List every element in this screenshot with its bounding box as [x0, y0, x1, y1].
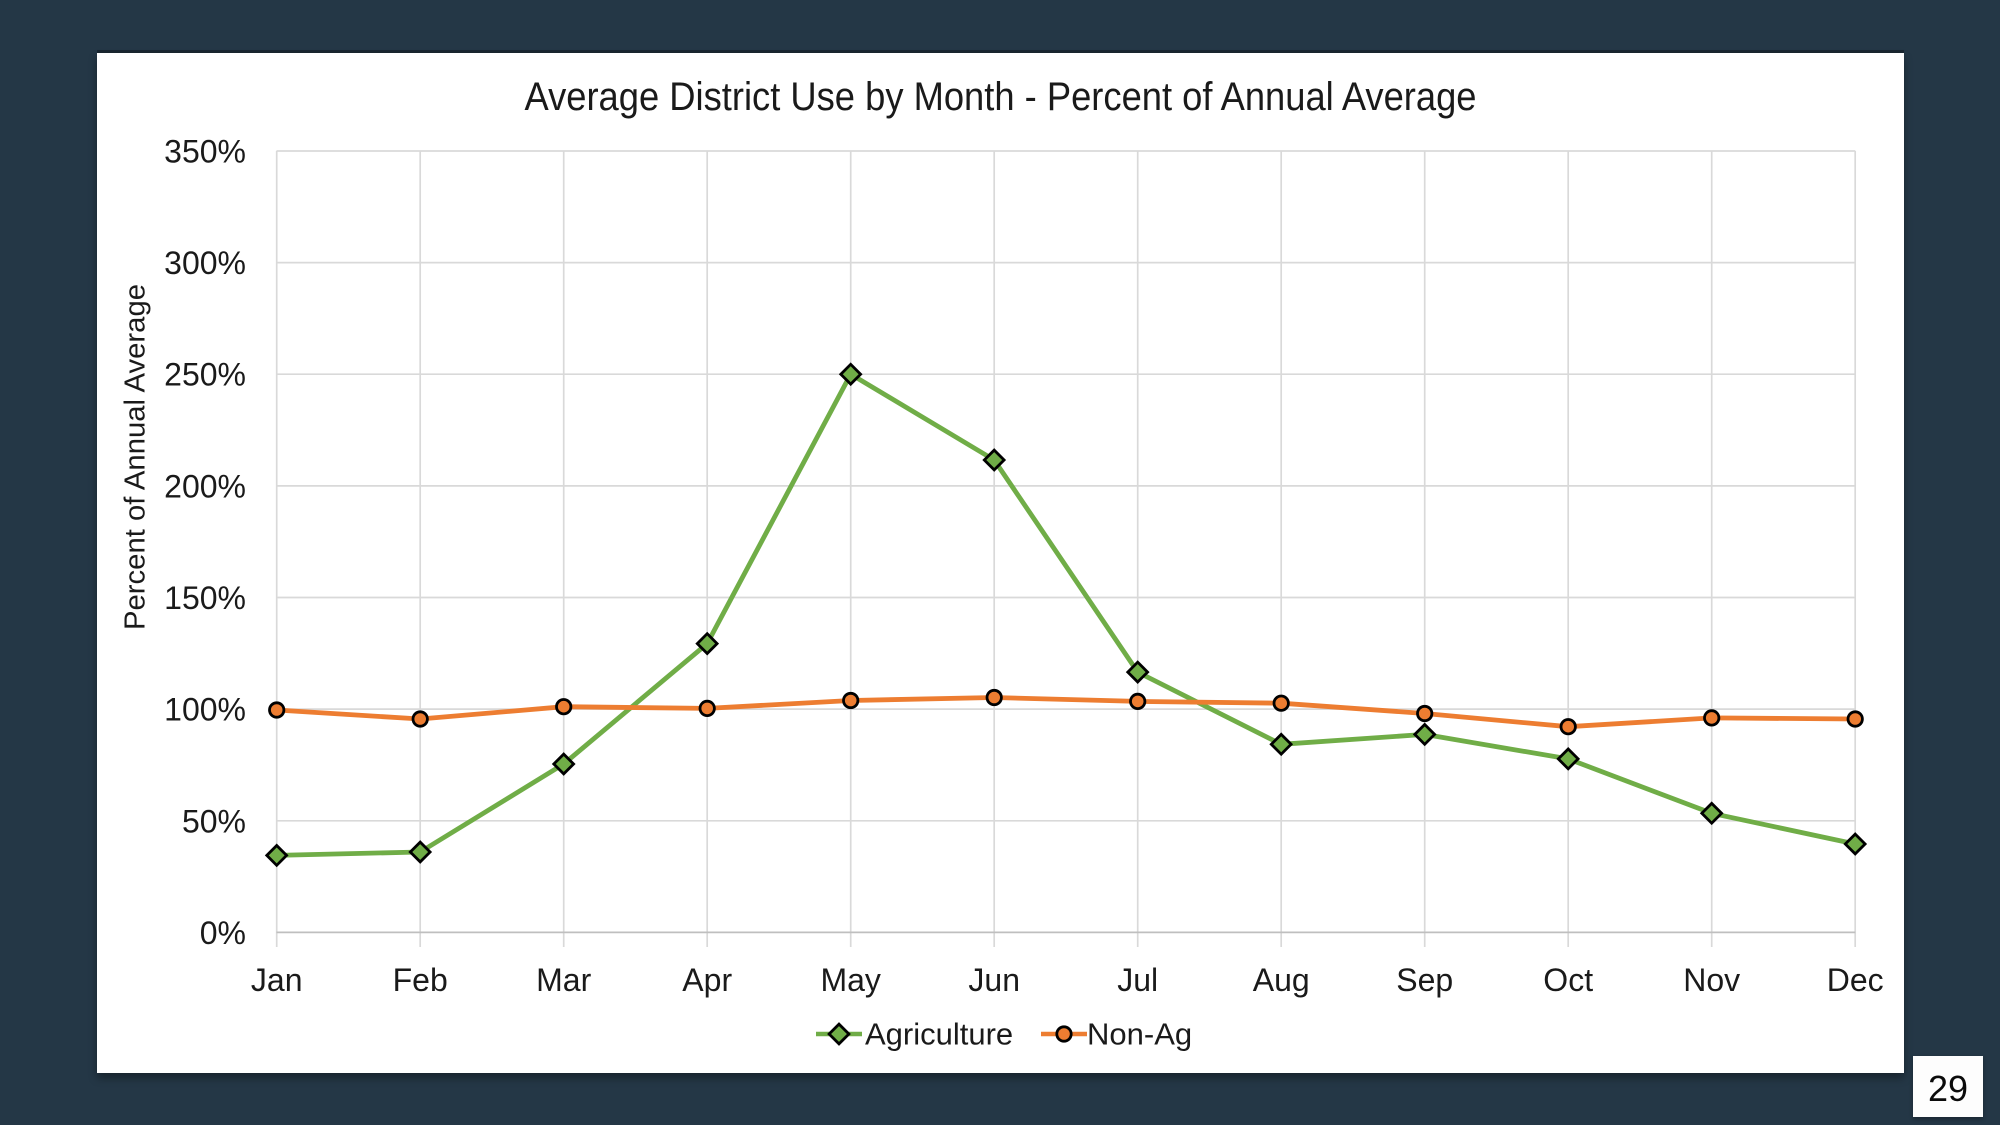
svg-text:Sep: Sep	[1396, 962, 1453, 998]
svg-text:Percent of Annual Average: Percent of Annual Average	[120, 284, 152, 630]
svg-text:100%: 100%	[164, 692, 246, 728]
svg-text:350%: 350%	[164, 134, 246, 170]
svg-text:Jan: Jan	[251, 962, 303, 998]
svg-text:Nov: Nov	[1683, 962, 1740, 998]
svg-text:May: May	[820, 962, 880, 998]
svg-text:Mar: Mar	[536, 962, 591, 998]
svg-text:Dec: Dec	[1827, 962, 1884, 998]
svg-text:Jul: Jul	[1117, 962, 1158, 998]
svg-text:250%: 250%	[164, 357, 246, 393]
svg-text:200%: 200%	[164, 468, 246, 504]
svg-text:0%: 0%	[200, 915, 246, 951]
svg-text:Average District Use by Month: Average District Use by Month - Percent …	[525, 75, 1477, 119]
svg-text:Oct: Oct	[1543, 962, 1593, 998]
svg-text:150%: 150%	[164, 580, 246, 616]
svg-text:Feb: Feb	[393, 962, 448, 998]
svg-text:Apr: Apr	[682, 962, 732, 998]
svg-text:300%: 300%	[164, 245, 246, 281]
svg-text:Aug: Aug	[1253, 962, 1310, 998]
svg-text:Agriculture: Agriculture	[865, 1017, 1013, 1052]
svg-text:Jun: Jun	[968, 962, 1020, 998]
svg-text:Non-Ag: Non-Ag	[1087, 1017, 1192, 1052]
svg-text:50%: 50%	[182, 803, 246, 839]
